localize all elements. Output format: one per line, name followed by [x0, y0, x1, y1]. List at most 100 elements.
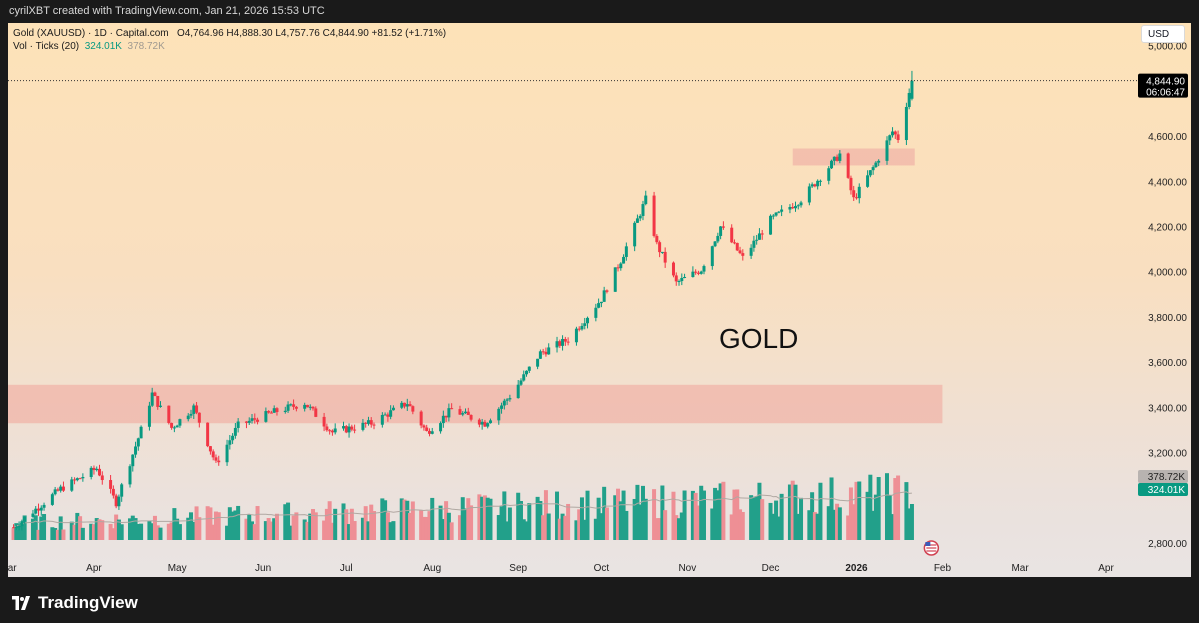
candle-body [50, 494, 54, 505]
candle-body [710, 246, 714, 267]
zone-0 [8, 384, 943, 424]
candle-body [538, 351, 542, 359]
x-tick-label: Jul [340, 563, 353, 574]
last-price-value: 4,844.90 [1146, 77, 1185, 88]
candle-body [322, 416, 326, 427]
volume-bar [366, 521, 371, 540]
us-flag-event-icon[interactable] [923, 540, 940, 556]
candle-body [788, 207, 792, 210]
candle-body [73, 479, 77, 481]
candle-body [735, 242, 739, 251]
volume-bar [876, 477, 881, 540]
legend-ohlc: O4,764.96 H4,888.30 L4,757.76 C4,844.90 … [176, 28, 447, 39]
chart-pane[interactable]: 5,000.00 4,600.00 4,400.00 4,200.00 4,000.00… [8, 23, 1191, 577]
volume-bar [427, 511, 432, 540]
candle-body [699, 271, 703, 274]
candle-body [214, 457, 218, 461]
candle-body [78, 478, 82, 480]
candle-body [372, 424, 376, 426]
volume-bar [341, 503, 346, 540]
volume-bar [97, 519, 102, 540]
candle-body [275, 408, 279, 413]
volume-bar [787, 484, 792, 540]
candle-body [81, 477, 85, 479]
volume-bar [560, 513, 565, 540]
volume-bar [516, 492, 521, 540]
volume-bar [169, 522, 174, 540]
candle-body [364, 422, 368, 424]
volume-bar [36, 529, 41, 540]
volume-bar [749, 495, 754, 540]
candle-body [156, 395, 160, 407]
volume-bar [815, 513, 820, 540]
candle-body [635, 218, 639, 223]
volume-bar [150, 523, 155, 540]
volume-bar [502, 491, 507, 540]
volume-bar [225, 525, 230, 540]
volume-bar [444, 501, 449, 540]
x-tick-label: May [168, 563, 187, 574]
volume-bar [771, 513, 776, 540]
candle-body [391, 407, 395, 411]
volume-bar [810, 492, 815, 540]
candle-body [461, 413, 465, 415]
candle-body [411, 406, 415, 412]
volume-bar [757, 482, 762, 540]
volume-bar [230, 511, 235, 540]
candle-body [558, 341, 562, 346]
candle-body [134, 446, 138, 455]
candle-body [502, 400, 506, 406]
volume-bar [890, 514, 895, 540]
volume-bar [657, 518, 662, 540]
price-chart[interactable]: 5,000.00 4,600.00 4,400.00 4,200.00 4,000.00… [8, 23, 1191, 577]
gold-annotation: GOLD [719, 323, 798, 354]
candle-body [893, 131, 897, 135]
volume-bar [17, 524, 22, 540]
currency-button[interactable]: USD [1141, 25, 1185, 43]
candle-body [619, 263, 623, 269]
volume-bar [369, 504, 374, 540]
candle-body [527, 366, 531, 371]
volume-bar [19, 523, 24, 540]
volume-bar [557, 518, 562, 540]
candle-body [613, 267, 617, 292]
candle-body [192, 405, 196, 414]
candle-body [633, 222, 637, 247]
candle-body [755, 239, 759, 241]
volume-bar [857, 481, 862, 540]
volume-bar [55, 529, 60, 540]
volume-bar [896, 475, 901, 540]
candle-body [170, 422, 174, 428]
candle-body [574, 328, 578, 343]
candle-body [159, 405, 163, 407]
volume-bar [585, 490, 590, 540]
volume-bar [829, 477, 834, 540]
candle-body [480, 421, 484, 425]
candle-body [186, 415, 190, 420]
volume-bar [75, 512, 80, 540]
brand-logo[interactable]: TradingView [10, 593, 138, 613]
volume-bar [311, 509, 316, 540]
candle-body [544, 351, 548, 355]
candle-body [353, 429, 357, 431]
candle-body [694, 271, 698, 273]
volume-bar [652, 489, 657, 540]
candle-body [109, 480, 113, 489]
volume-bar [796, 513, 801, 540]
candle-body [816, 180, 820, 187]
countdown-value: 06:06:47 [1146, 88, 1185, 99]
candle-body [344, 426, 348, 433]
tradingview-logo-icon [12, 596, 30, 610]
candle-body [749, 247, 753, 256]
candle-body [386, 414, 390, 417]
volume-bar [410, 501, 415, 540]
volume-bar [33, 515, 38, 540]
candle-body [580, 325, 584, 330]
candle-body [311, 406, 315, 409]
candle-body [347, 426, 351, 433]
volume-bar [352, 521, 357, 540]
volume-bar [189, 512, 194, 540]
volume-bar [543, 490, 548, 540]
candle-body [441, 415, 445, 424]
candle-body [757, 233, 761, 240]
